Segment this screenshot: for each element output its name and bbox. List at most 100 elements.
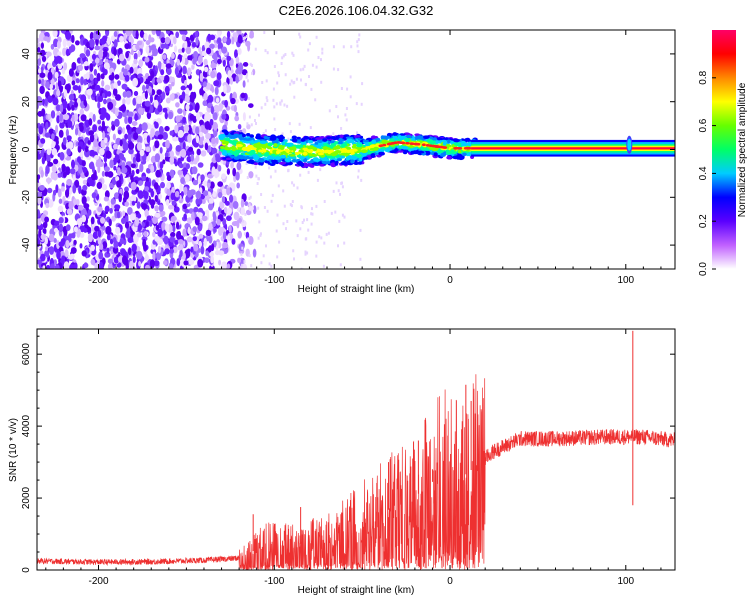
noise-speckle (47, 161, 54, 167)
noise-speckle (56, 240, 60, 249)
noise-speckle (256, 182, 259, 185)
noise-speckle (109, 159, 114, 169)
noise-speckle (305, 237, 308, 241)
noise-speckle (216, 219, 221, 226)
noise-speckle (299, 35, 302, 39)
signal-blob (257, 153, 264, 158)
noise-speckle (136, 142, 142, 151)
noise-speckle (100, 73, 105, 80)
noise-speckle (146, 135, 151, 144)
noise-speckle (175, 31, 180, 39)
noise-speckle (284, 73, 287, 77)
noise-speckle (322, 264, 325, 268)
noise-speckle (39, 85, 45, 95)
signal-blob (365, 141, 370, 147)
noise-speckle (158, 193, 163, 200)
noise-speckle (73, 113, 79, 122)
noise-speckle (131, 121, 138, 126)
noise-speckle (102, 241, 108, 249)
noise-speckle (262, 132, 265, 136)
noise-speckle (277, 71, 280, 75)
noise-speckle (184, 249, 191, 259)
noise-speckle (90, 244, 95, 252)
signal-blob (274, 156, 281, 160)
noise-speckle (77, 129, 81, 137)
noise-speckle (195, 36, 199, 46)
noise-speckle (229, 77, 234, 85)
noise-speckle (223, 84, 227, 94)
noise-speckle (52, 172, 58, 181)
noise-speckle (184, 40, 188, 50)
noise-speckle (210, 255, 215, 264)
noise-speckle (50, 110, 56, 119)
noise-speckle (153, 260, 160, 267)
noise-speckle (341, 185, 344, 189)
signal-blob (354, 135, 361, 138)
noise-speckle (200, 174, 205, 182)
noise-speckle (37, 174, 41, 180)
noise-speckle (77, 145, 82, 153)
noise-speckle (245, 75, 248, 79)
signal-blob (276, 150, 280, 155)
signal-core (379, 144, 384, 147)
noise-speckle (176, 221, 180, 230)
noise-speckle (187, 55, 192, 61)
noise-speckle (195, 112, 201, 121)
noise-speckle (99, 148, 105, 156)
noise-speckle (91, 53, 97, 61)
noise-speckle (165, 63, 172, 69)
noise-speckle (286, 104, 289, 108)
noise-speckle (58, 217, 64, 224)
noise-speckle (71, 61, 77, 71)
signal-blob (282, 150, 287, 155)
noise-speckle (78, 64, 83, 72)
noise-speckle (193, 206, 199, 213)
noise-speckle (63, 89, 68, 98)
signal-blob (389, 138, 395, 142)
noise-speckle (184, 174, 190, 183)
noise-speckle (65, 189, 70, 198)
noise-speckle (243, 260, 246, 264)
noise-speckle (307, 48, 310, 52)
colorbar-ticks: 0.0 0.2 0.4 0.6 0.8 (698, 70, 716, 276)
noise-speckle (151, 216, 158, 225)
signal-blob (234, 149, 242, 154)
noise-speckle (217, 30, 222, 38)
noise-speckle (235, 171, 240, 181)
signal-blob (345, 136, 352, 139)
noise-speckle (76, 218, 83, 226)
noise-speckle (90, 216, 95, 225)
signal-blob (267, 155, 275, 160)
noise-speckle (321, 47, 324, 51)
noise-speckle (237, 34, 243, 44)
noise-speckle (228, 225, 232, 233)
noise-speckle (77, 228, 82, 236)
noise-speckle (90, 173, 97, 181)
noise-speckle (52, 30, 58, 38)
signal-blob (413, 149, 419, 154)
noise-speckle (286, 220, 289, 223)
noise-speckle (240, 198, 245, 209)
noise-speckle (310, 222, 313, 226)
noise-speckle (287, 137, 290, 141)
noise-speckle (117, 80, 121, 86)
snr-ylabel: SNR (10 * v/v) (8, 418, 19, 482)
noise-speckle (181, 34, 187, 41)
noise-speckle (234, 115, 240, 122)
noise-speckle (169, 248, 174, 254)
noise-speckle (309, 126, 312, 130)
noise-speckle (43, 36, 49, 42)
noise-speckle (265, 96, 268, 100)
noise-speckle (307, 170, 310, 174)
noise-speckle (175, 115, 181, 123)
noise-speckle (328, 109, 331, 113)
noise-speckle (37, 196, 42, 205)
noise-speckle (240, 207, 246, 216)
noise-speckle (231, 238, 236, 245)
noise-speckle (74, 179, 80, 188)
noise-speckle (161, 216, 168, 222)
noise-speckle (136, 95, 143, 104)
noise-speckle (106, 36, 111, 46)
signal-core (463, 147, 468, 150)
noise-speckle (337, 244, 339, 248)
